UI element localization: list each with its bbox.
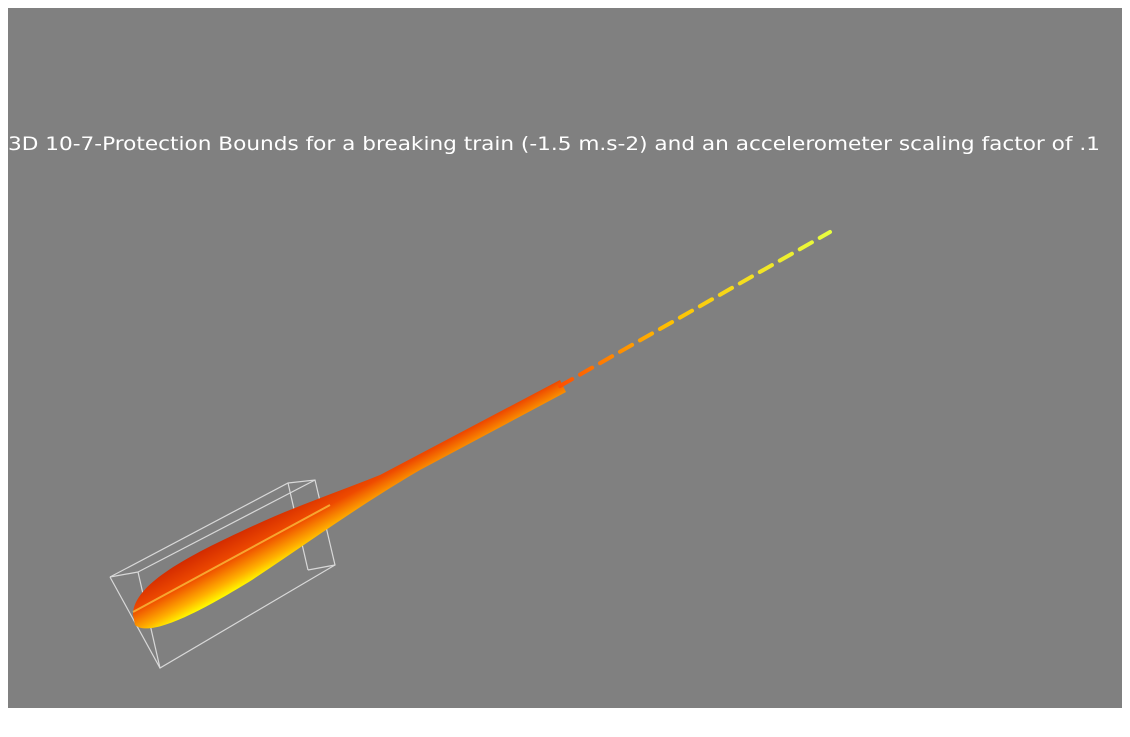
surface-highlight (132, 504, 331, 613)
render-title: 3D 10-7-Protection Bounds for a breaking… (8, 133, 1100, 155)
protection-bound-tail (558, 230, 832, 388)
protection-bound-surface (133, 380, 566, 629)
